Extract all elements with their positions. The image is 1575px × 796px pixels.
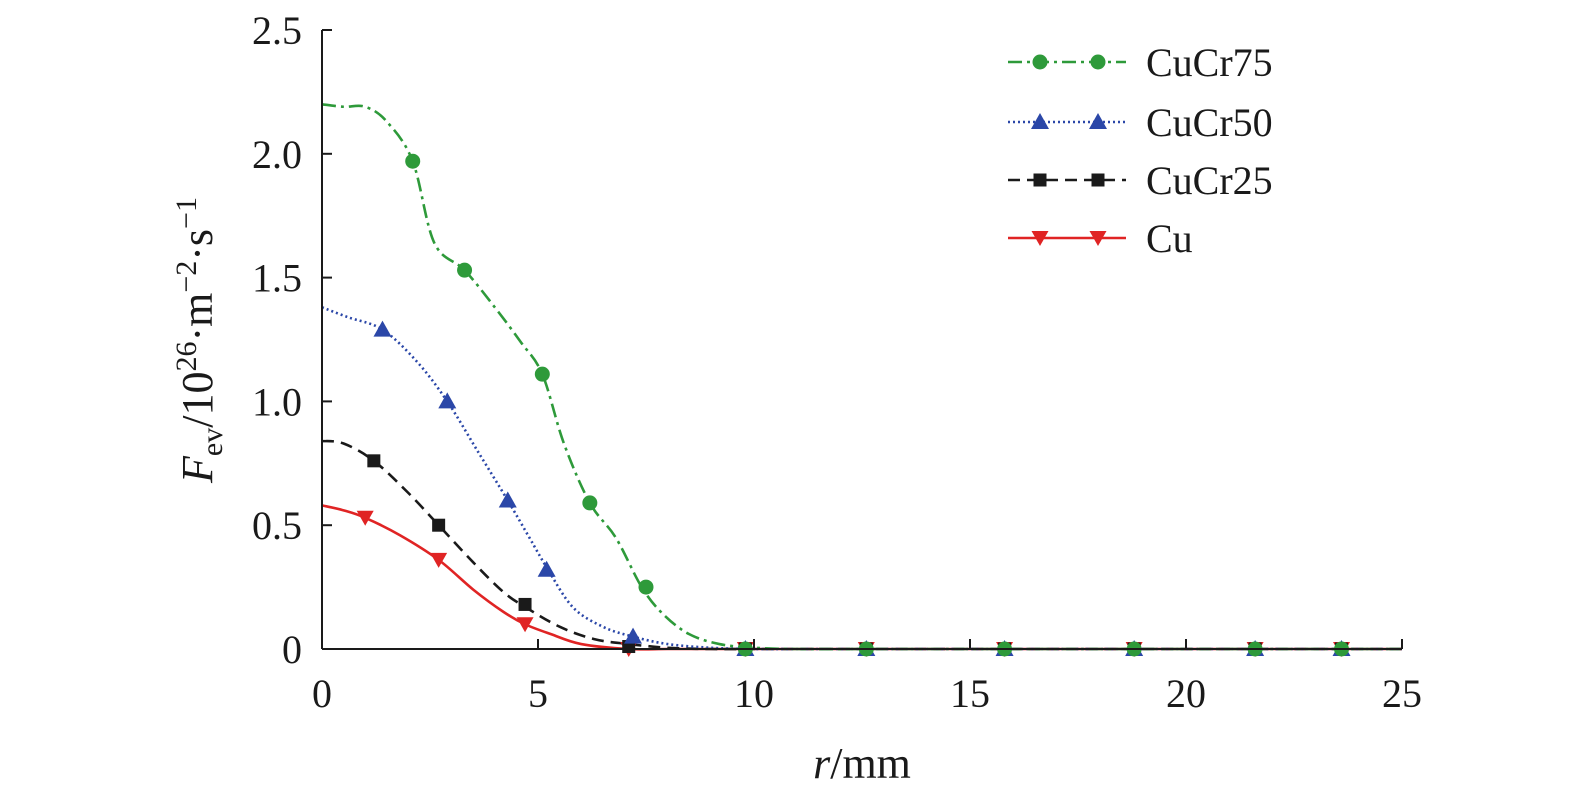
y-axis-title-sup-b: −2 <box>170 261 203 293</box>
x-tick-label-25: 25 <box>1382 671 1422 716</box>
legend-marker-shape-cucr75-b <box>1090 54 1106 70</box>
legend-marker-shape-cu-a <box>1031 231 1049 246</box>
data-point-cucr75-0 <box>405 153 421 169</box>
x-axis-title-var: r <box>813 739 831 788</box>
legend-marker-shape-cucr75-a <box>1032 54 1048 70</box>
series-line-cucr25 <box>321 439 1402 651</box>
x-tick-label-0: 0 <box>312 671 332 716</box>
series-markers <box>356 153 1351 657</box>
series-markers-cucr25 <box>367 454 1349 656</box>
y-axis-title-unit-b: ·m <box>173 293 222 342</box>
data-point-cucr50-0 <box>373 320 392 337</box>
series-markers-cucr75 <box>405 153 1350 657</box>
data-point-cucr50-2 <box>498 491 517 508</box>
data-point-cucr75-2 <box>534 366 550 382</box>
legend-marker-shape-cucr50-b <box>1089 113 1107 129</box>
data-point-cucr75-1 <box>457 262 473 278</box>
legend-item-cucr50: CuCr50 <box>1008 100 1273 145</box>
data-point-cucr50-4 <box>624 627 643 644</box>
y-axis-title-sub: ev <box>196 428 229 456</box>
y-axis-title-unit-c: ·s <box>173 229 222 261</box>
x-tick-label-15: 15 <box>950 671 990 716</box>
y-tick-label-1.5: 1.5 <box>252 256 302 301</box>
y-ticks: 0 0.5 1.0 1.5 2.0 2.5 <box>252 8 332 672</box>
legend-marker-shape-cu-b <box>1089 231 1107 246</box>
legend-label-cucr25: CuCr25 <box>1146 158 1273 203</box>
y-axis-title-sup-a: 26 <box>170 342 203 372</box>
x-tick-label-10: 10 <box>734 671 774 716</box>
legend-item-cucr75: CuCr75 <box>1008 40 1273 85</box>
y-tick-label-0.5: 0.5 <box>252 503 302 548</box>
y-axis-title-var: F <box>173 455 222 484</box>
y-tick-label-0: 0 <box>282 627 302 672</box>
data-point-cucr25-2 <box>518 597 532 611</box>
legend-marker-cucr50 <box>1031 113 1107 129</box>
x-tick-label-20: 20 <box>1166 671 1206 716</box>
data-point-cu-2 <box>516 617 534 633</box>
legend-item-cu: Cu <box>1008 216 1193 261</box>
x-axis-title: r/mm <box>813 739 911 788</box>
y-axis-title: Fev/1026·m−2·s−1 <box>170 197 229 484</box>
legend-label-cu: Cu <box>1146 216 1193 261</box>
x-axis-title-unit: /mm <box>830 739 911 788</box>
axes: 0 5 10 15 20 25 0 0.5 1.0 1.5 2.0 2.5 <box>252 8 1422 716</box>
data-point-cucr25-0 <box>367 454 381 468</box>
data-point-cu-0 <box>356 510 374 526</box>
y-tick-label-2.5: 2.5 <box>252 8 302 53</box>
data-point-cucr75-3 <box>582 495 598 511</box>
y-tick-label-2: 2.0 <box>252 132 302 177</box>
data-point-cu-1 <box>430 552 448 568</box>
data-point-cucr50-1 <box>438 392 457 409</box>
legend-marker-shape-cucr25-a <box>1033 173 1047 187</box>
legend-label-cucr75: CuCr75 <box>1146 40 1273 85</box>
legend-marker-shape-cucr25-b <box>1091 173 1105 187</box>
legend-marker-shape-cucr50-a <box>1031 113 1049 129</box>
data-point-cucr25-1 <box>432 518 446 532</box>
y-axis-title-unit-a: /10 <box>173 372 222 428</box>
legend-label-cucr50: CuCr50 <box>1146 100 1273 145</box>
x-tick-label-5: 5 <box>528 671 548 716</box>
legend-marker-cucr75 <box>1032 54 1106 70</box>
legend-marker-cucr25 <box>1033 173 1105 187</box>
series-markers-cu <box>356 510 1351 657</box>
data-point-cucr50-3 <box>537 560 556 577</box>
legend: CuCr75 CuCr50 CuCr25 Cu <box>1008 40 1273 261</box>
legend-item-cucr25: CuCr25 <box>1008 158 1273 203</box>
legend-marker-cu <box>1031 231 1107 246</box>
data-point-cucr75-4 <box>638 579 654 595</box>
x-ticks: 0 5 10 15 20 25 <box>312 639 1422 716</box>
series-line-cu <box>321 504 1402 651</box>
y-axis-title-sup-c: −1 <box>170 197 203 229</box>
y-tick-label-1: 1.0 <box>252 379 302 424</box>
